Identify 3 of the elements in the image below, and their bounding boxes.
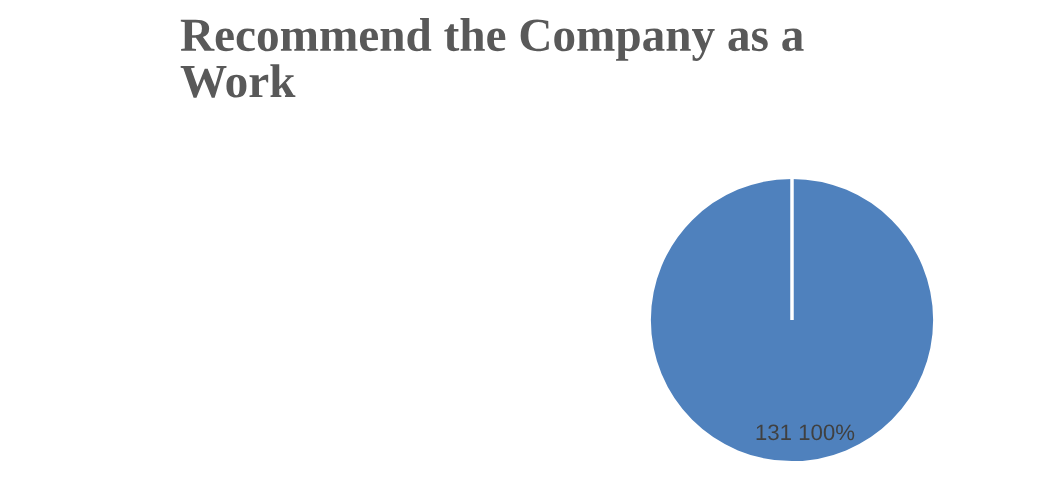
text: 100%	[799, 424, 855, 441]
data-label: 131	[756, 424, 791, 441]
chart-title: Recommend the Company as a Work	[180, 18, 804, 98]
